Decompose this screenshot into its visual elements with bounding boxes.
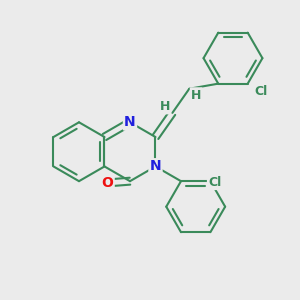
Text: N: N: [124, 115, 136, 129]
Text: H: H: [191, 88, 201, 101]
Text: Cl: Cl: [254, 85, 267, 98]
Text: H: H: [160, 100, 170, 113]
Text: O: O: [101, 176, 113, 190]
Text: Cl: Cl: [208, 176, 221, 189]
Text: N: N: [150, 160, 161, 173]
